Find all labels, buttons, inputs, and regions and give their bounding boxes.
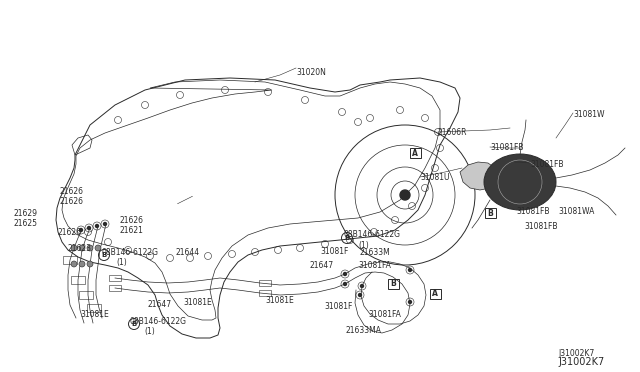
- Circle shape: [79, 228, 83, 231]
- Circle shape: [360, 285, 364, 288]
- Text: 08B146-6122G: 08B146-6122G: [102, 248, 159, 257]
- Text: 21626: 21626: [58, 228, 82, 237]
- Text: 21644: 21644: [175, 248, 199, 257]
- Text: 31020N: 31020N: [296, 68, 326, 77]
- Text: B: B: [390, 279, 396, 289]
- Text: 31081W: 31081W: [573, 110, 605, 119]
- Bar: [109, 285, 121, 291]
- Circle shape: [408, 269, 412, 272]
- Circle shape: [95, 224, 99, 228]
- Bar: [87, 304, 101, 312]
- Bar: [485, 208, 496, 218]
- Text: 31081E: 31081E: [265, 296, 294, 305]
- Circle shape: [400, 190, 410, 200]
- Bar: [388, 279, 399, 289]
- Text: 31081F: 31081F: [324, 302, 353, 311]
- Text: J31002K7: J31002K7: [558, 349, 595, 358]
- Text: 08B146-6122G: 08B146-6122G: [344, 230, 401, 239]
- Text: (1): (1): [144, 327, 155, 336]
- Circle shape: [344, 273, 346, 276]
- Circle shape: [87, 261, 93, 267]
- Text: B: B: [487, 208, 493, 218]
- Text: 21625: 21625: [14, 219, 38, 228]
- Bar: [79, 291, 93, 299]
- Bar: [63, 256, 77, 264]
- Circle shape: [87, 245, 93, 251]
- Circle shape: [358, 294, 362, 296]
- Text: A: A: [432, 289, 438, 298]
- Text: 21621: 21621: [120, 226, 144, 235]
- Text: 21633M: 21633M: [360, 248, 391, 257]
- Bar: [259, 280, 271, 286]
- Text: 21626: 21626: [60, 187, 84, 196]
- Text: 31081E: 31081E: [183, 298, 212, 307]
- Text: 31081FB: 31081FB: [524, 222, 557, 231]
- Text: 21629: 21629: [14, 209, 38, 218]
- Polygon shape: [460, 162, 498, 190]
- Text: 21647: 21647: [310, 261, 334, 270]
- Ellipse shape: [484, 154, 556, 210]
- Text: (1): (1): [116, 258, 127, 267]
- Circle shape: [79, 245, 85, 251]
- Text: 31081WA: 31081WA: [558, 207, 595, 216]
- Text: B: B: [344, 235, 349, 241]
- Text: 31081FA: 31081FA: [358, 261, 391, 270]
- Text: (1): (1): [358, 241, 369, 250]
- Text: 31081FB: 31081FB: [490, 143, 524, 152]
- Bar: [430, 289, 441, 299]
- Text: 31081FB: 31081FB: [516, 207, 550, 216]
- Text: 21626: 21626: [60, 197, 84, 206]
- Circle shape: [88, 227, 90, 230]
- Bar: [259, 290, 271, 296]
- Text: 31081U: 31081U: [420, 173, 449, 182]
- Bar: [109, 275, 121, 281]
- Circle shape: [408, 301, 412, 304]
- Text: 21626: 21626: [120, 216, 144, 225]
- Text: B: B: [101, 252, 107, 258]
- Circle shape: [95, 245, 101, 251]
- Text: 31081FB: 31081FB: [530, 160, 563, 169]
- Bar: [410, 148, 421, 158]
- Text: 31081FA: 31081FA: [368, 310, 401, 319]
- Text: A: A: [412, 148, 418, 157]
- Circle shape: [344, 282, 346, 285]
- Text: 21606R: 21606R: [438, 128, 467, 137]
- Circle shape: [71, 261, 77, 267]
- Text: 21623: 21623: [68, 244, 92, 253]
- Text: 21633MA: 21633MA: [345, 326, 381, 335]
- Bar: [71, 276, 85, 284]
- Text: 08B146-6122G: 08B146-6122G: [130, 317, 187, 326]
- Text: J31002K7: J31002K7: [558, 357, 604, 367]
- Circle shape: [71, 245, 77, 251]
- Circle shape: [79, 261, 85, 267]
- Text: 31081E: 31081E: [80, 310, 109, 319]
- Text: 31081F: 31081F: [320, 247, 348, 256]
- Text: B: B: [131, 321, 136, 327]
- Circle shape: [104, 222, 106, 225]
- Text: 21647: 21647: [148, 300, 172, 309]
